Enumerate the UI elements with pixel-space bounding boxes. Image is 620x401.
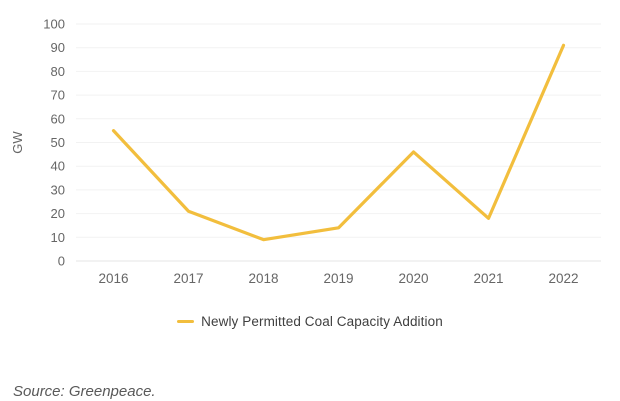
y-tick-label: 90 [51,40,65,55]
source-note: Source: Greenpeace. [13,383,156,400]
legend-line-swatch [177,320,195,323]
y-tick-label: 40 [51,159,65,174]
y-axis-title: GW [10,131,25,154]
x-tick-label: 2020 [398,271,428,286]
y-tick-label: 20 [51,206,65,221]
y-tick-label: 50 [51,135,65,150]
data-line-newly-permitted-coal [111,43,566,242]
y-tick-label: 80 [51,64,65,79]
y-tick-label: 10 [51,230,65,245]
x-tick-label: 2018 [248,271,278,286]
legend: Newly Permitted Coal Capacity Addition [0,314,620,329]
x-tick-label: 2022 [548,271,578,286]
x-tick-label: 2017 [173,271,203,286]
y-tick-label: 100 [43,17,65,32]
line-chart-svg: 0 10 20 30 40 50 60 70 80 90 100 2016 2017 2018 2019 20… [10,17,601,286]
x-tick-label: 2021 [473,271,503,286]
y-tick-label: 60 [51,111,65,126]
legend-label: Newly Permitted Coal Capacity Addition [201,314,443,329]
y-tick-label: 70 [51,88,65,103]
x-tick-label: 2019 [323,271,353,286]
y-tick-label: 0 [58,254,65,269]
x-tick-label: 2016 [98,271,128,286]
y-tick-label: 30 [51,182,65,197]
